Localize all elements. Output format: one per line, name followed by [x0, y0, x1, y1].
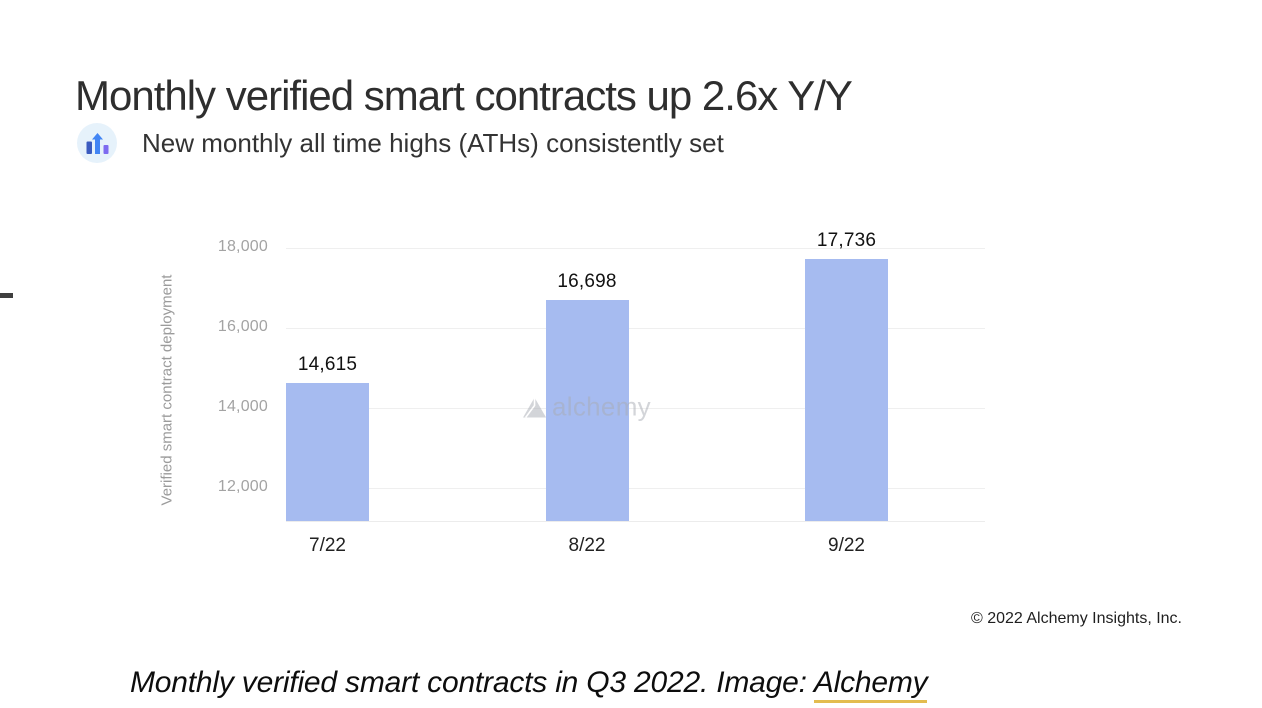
y-tick-label: 14,000	[217, 398, 268, 415]
x-axis-line	[286, 521, 985, 522]
bar-8/22	[545, 300, 629, 521]
x-tick-label: 8/22	[568, 535, 606, 556]
x-tick-label: 9/22	[828, 535, 865, 556]
copyright-text: © 2022 Alchemy Insights, Inc.	[970, 610, 1182, 627]
subtitle-text: New monthly all time highs (ATHs) consis…	[142, 127, 724, 158]
gridline	[286, 327, 985, 329]
left-edge-fragment	[0, 293, 13, 298]
caption-text: Monthly verified smart contracts in Q3 2…	[130, 666, 814, 699]
x-tick-label: 7/22	[309, 535, 346, 556]
bar-7/22	[286, 383, 369, 521]
gridline	[286, 487, 985, 489]
alchemy-link[interactable]: Alchemy	[813, 666, 928, 703]
bar-chart-up-icon	[77, 123, 117, 163]
y-tick-label: 16,000	[217, 318, 268, 335]
y-tick-label: 12,000	[217, 478, 268, 495]
subtitle-row: New monthly all time highs (ATHs) consis…	[77, 123, 724, 163]
page-title: Monthly verified smart contracts up 2.6x…	[75, 72, 853, 120]
gridline	[286, 407, 985, 409]
bar-value-label: 16,698	[557, 271, 617, 293]
bar-value-label: 17,736	[816, 229, 877, 251]
bar-value-label: 14,615	[297, 354, 358, 376]
y-tick-label: 18,000	[217, 238, 268, 255]
image-caption: Monthly verified smart contracts in Q3 2…	[130, 666, 928, 703]
bar-9/22	[805, 258, 888, 521]
gridline	[286, 247, 985, 249]
y-axis-title: Verified smart contract deployment	[158, 274, 176, 506]
